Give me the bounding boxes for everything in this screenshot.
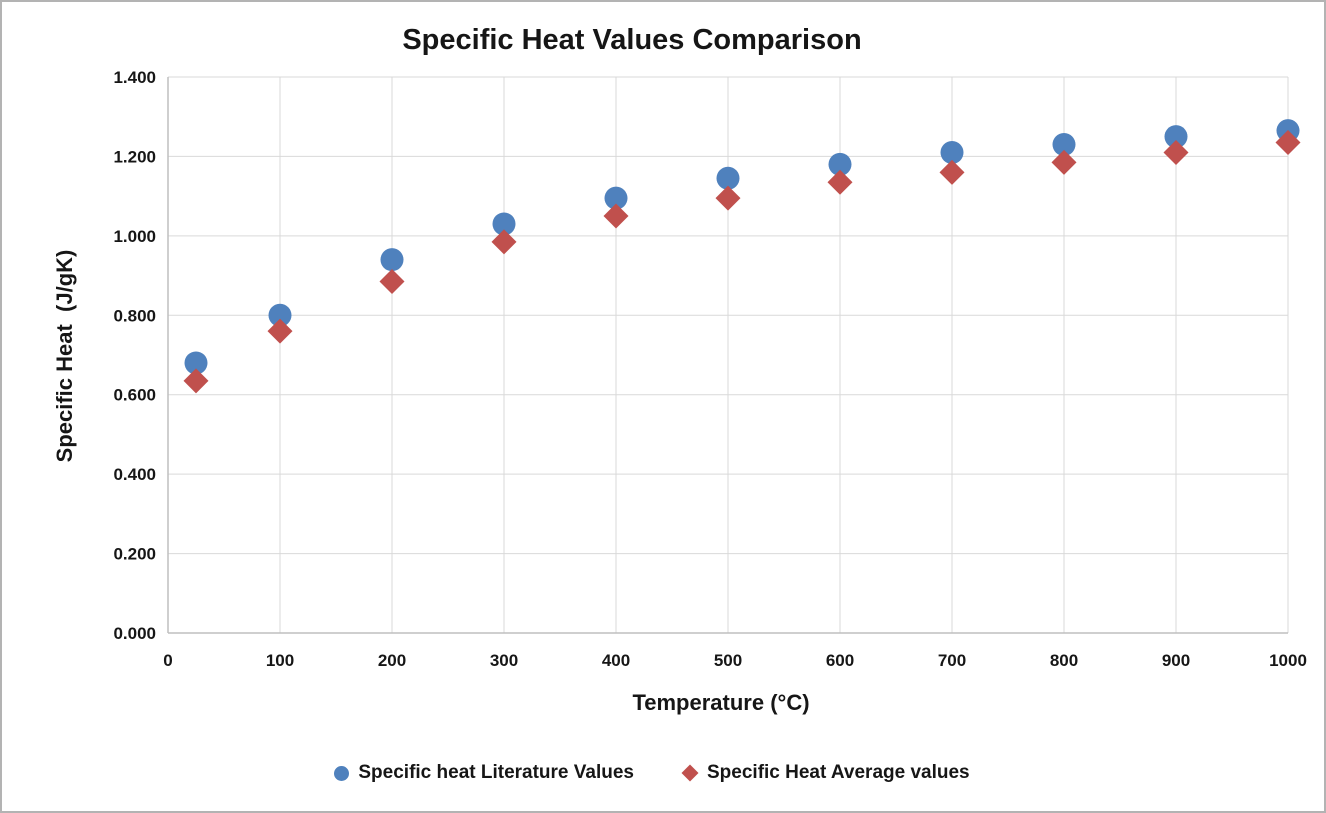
data-point-0 <box>268 303 292 327</box>
x-tick-label: 0 <box>163 651 172 670</box>
data-point-1 <box>379 269 405 295</box>
data-point-0 <box>716 166 740 190</box>
x-tick-label: 800 <box>1050 651 1078 670</box>
y-tick-label: 0.200 <box>113 545 156 564</box>
data-point-1 <box>491 229 517 255</box>
data-point-0 <box>828 152 852 176</box>
x-tick-label: 100 <box>266 651 294 670</box>
x-tick-label: 700 <box>938 651 966 670</box>
y-tick-label: 1.000 <box>113 227 156 246</box>
legend-label-average: Specific Heat Average values <box>707 762 970 783</box>
data-point-1 <box>183 368 209 394</box>
y-tick-label: 0.400 <box>113 465 156 484</box>
x-tick-label: 300 <box>490 651 518 670</box>
data-point-1 <box>603 203 629 229</box>
legend-label-literature: Specific heat Literature Values <box>358 762 634 783</box>
data-point-0 <box>380 248 404 272</box>
data-point-0 <box>940 140 964 164</box>
y-tick-label: 1.400 <box>113 68 156 87</box>
y-tick-label: 1.200 <box>113 147 156 166</box>
legend-item-literature: Specific heat Literature Values <box>334 762 634 784</box>
x-tick-label: 600 <box>826 651 854 670</box>
y-tick-label: 0.000 <box>113 624 156 643</box>
data-point-0 <box>184 351 208 375</box>
data-point-0 <box>1052 133 1076 157</box>
legend-circle-marker-icon <box>334 765 350 781</box>
data-point-1 <box>715 185 741 211</box>
data-point-1 <box>1051 149 1077 175</box>
data-point-0 <box>604 186 628 210</box>
legend-item-average: Specific Heat Average values <box>681 762 970 784</box>
data-point-0 <box>492 212 516 236</box>
x-tick-label: 200 <box>378 651 406 670</box>
x-tick-label: 1000 <box>1269 651 1307 670</box>
x-tick-label: 900 <box>1162 651 1190 670</box>
data-point-1 <box>1275 130 1301 156</box>
x-tick-label: 500 <box>714 651 742 670</box>
y-axis-title: Specific Heat (J/gK) <box>52 249 77 463</box>
legend: Specific heat Literature Values Specific… <box>2 762 1302 784</box>
data-point-0 <box>1164 125 1188 149</box>
chart-title: Specific Heat Values Comparison <box>402 24 862 56</box>
x-tick-label: 400 <box>602 651 630 670</box>
x-axis-title: Temperature (°C) <box>632 690 810 715</box>
data-point-1 <box>1163 139 1189 165</box>
y-tick-label: 0.800 <box>113 306 156 325</box>
plot-area: 0.000 0.200 0.400 0.600 0.800 1.000 1.200 1.400… <box>113 68 1307 670</box>
data-point-1 <box>939 159 965 185</box>
y-tick-label: 0.600 <box>113 386 156 405</box>
data-point-1 <box>827 169 853 195</box>
data-point-1 <box>267 318 293 344</box>
legend-diamond-marker-icon <box>681 764 699 782</box>
